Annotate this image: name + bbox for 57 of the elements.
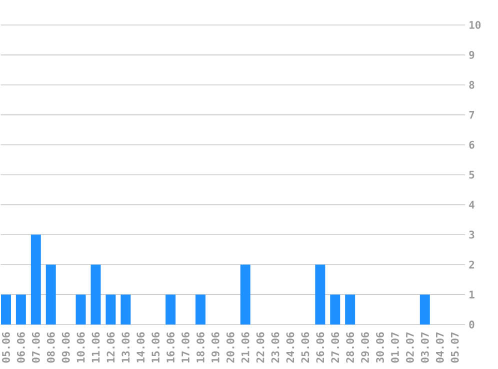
bar — [46, 264, 56, 324]
bar — [166, 294, 176, 324]
x-tick-label: 03.07 — [420, 332, 429, 362]
y-tick-label: 2 — [469, 260, 474, 268]
x-tick-label: 29.06 — [361, 332, 370, 362]
x-tick-label: 09.06 — [62, 332, 70, 362]
y-tick-label: 1 — [470, 290, 474, 298]
x-tick-label: 27.06 — [331, 332, 340, 362]
y-tick-label: 3 — [469, 230, 474, 238]
x-tick-label: 26.06 — [316, 332, 324, 362]
bar — [195, 294, 206, 324]
y-tick-label: 5 — [469, 170, 474, 178]
bar — [90, 264, 101, 324]
x-tick-label: 06.06 — [16, 332, 25, 362]
x-tick-label: 30.06 — [376, 332, 384, 362]
x-tick-label: 17.06 — [182, 332, 190, 362]
x-tick-label: 08.06 — [46, 332, 55, 362]
y-tick-label: 4 — [469, 200, 474, 208]
x-tick-label: 05.07 — [450, 332, 459, 362]
y-tick-label: 8 — [469, 80, 474, 89]
y-tick-label: 10 — [470, 20, 481, 29]
x-tick-label: 12.06 — [106, 332, 115, 362]
bar — [106, 294, 116, 324]
bar — [330, 294, 340, 324]
x-tick-label: 11.06 — [92, 332, 100, 362]
x-tick-label: 14.06 — [136, 332, 145, 362]
bar — [0, 294, 11, 324]
x-tick-label: 28.06 — [346, 332, 354, 362]
x-tick-label: 15.06 — [152, 332, 160, 362]
x-tick-label: 24.06 — [286, 332, 294, 362]
x-tick-label: 25.06 — [301, 332, 310, 362]
x-tick-label: 18.06 — [196, 332, 204, 362]
x-tick-label: 02.07 — [406, 332, 414, 362]
bar — [30, 234, 41, 324]
x-tick-label: 19.06 — [211, 332, 220, 362]
bar — [240, 264, 250, 324]
x-tick-label: 07.06 — [32, 332, 40, 362]
x-tick-label: 13.06 — [122, 332, 130, 362]
x-tick-label: 22.06 — [256, 332, 264, 362]
x-tick-label: 05.06 — [2, 332, 10, 362]
y-tick-label: 6 — [469, 140, 474, 149]
x-tick-label: 23.06 — [271, 332, 280, 362]
y-tick-label: 0 — [469, 320, 474, 328]
x-tick-label: 16.06 — [166, 332, 175, 362]
bar — [76, 294, 86, 324]
bar — [120, 294, 131, 324]
x-tick-label: 04.07 — [436, 332, 444, 362]
x-tick-label: 01.07 — [391, 332, 399, 362]
bar — [345, 294, 356, 324]
y-tick-label: 9 — [469, 50, 474, 59]
y-tick-label: 7 — [469, 110, 474, 118]
bar — [315, 264, 326, 324]
x-tick-label: 21.06 — [241, 332, 250, 362]
bar — [420, 294, 430, 324]
x-tick-label: 20.06 — [226, 332, 234, 362]
x-tick-label: 10.06 — [76, 332, 85, 362]
bar — [16, 294, 26, 324]
